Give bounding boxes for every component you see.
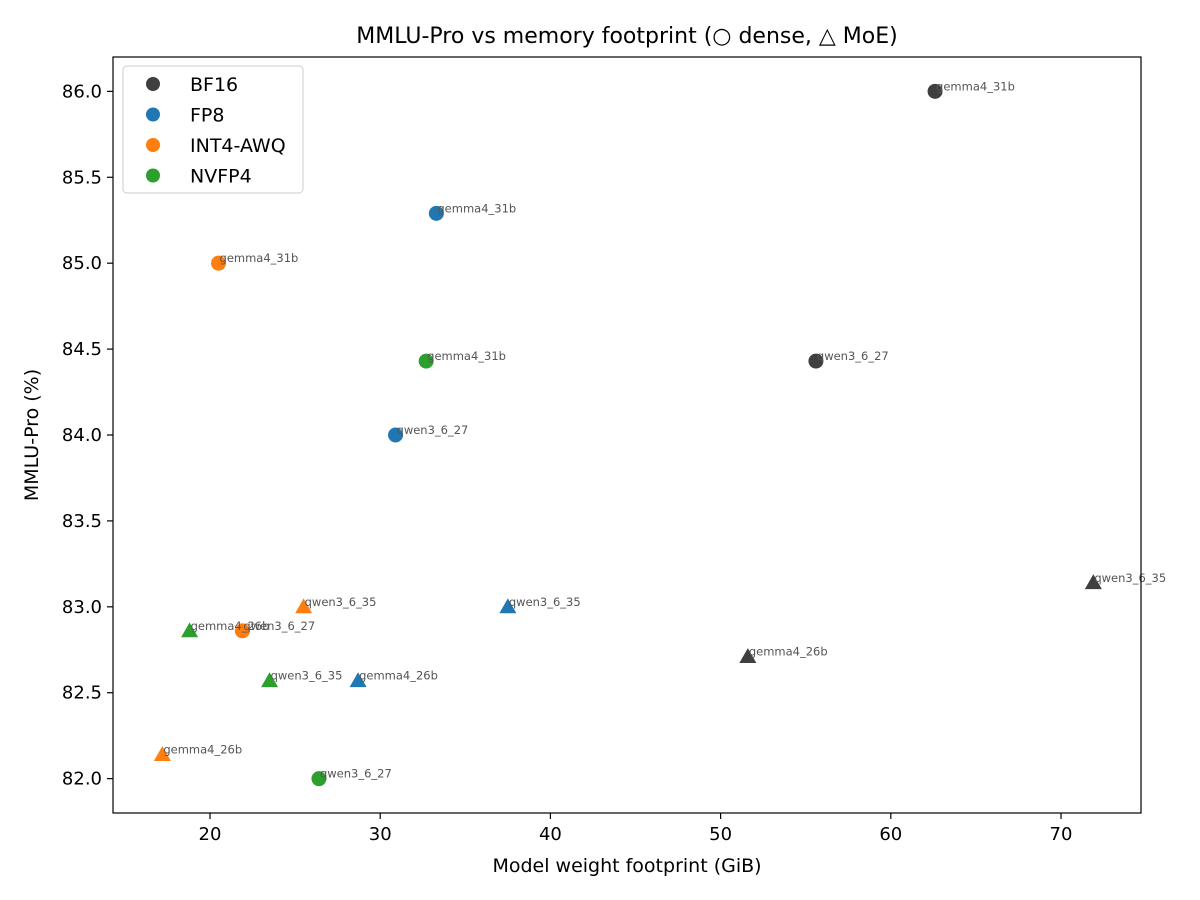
data-point-label: gemma4_31b — [220, 251, 299, 265]
data-point-label: gemma4_26b — [163, 743, 242, 757]
data-point-circle — [418, 353, 434, 369]
y-tick-label: 84.0 — [62, 425, 102, 446]
data-point-circle — [808, 353, 824, 369]
legend-marker — [146, 138, 160, 152]
x-tick-label: 60 — [879, 824, 902, 845]
x-tick-label: 70 — [1050, 824, 1073, 845]
data-points: gemma4_31b qwen3_6_27 qwen3_6_35 gemma4_26b… — [153, 79, 1166, 787]
data-point-label: qwen3_6_35 — [271, 669, 343, 683]
data-point-triangle — [181, 622, 199, 638]
data-point-label: qwen3_6_35 — [1094, 571, 1166, 585]
data-point-label: qwen3_6_27 — [397, 423, 469, 437]
legend-label: FP8 — [190, 105, 224, 127]
legend-label: BF16 — [190, 74, 238, 96]
legend-marker — [146, 168, 160, 183]
data-point-label: qwen3_6_27 — [320, 767, 392, 781]
y-tick-label: 83.5 — [62, 511, 102, 532]
data-point-label: qwen3_6_27 — [817, 349, 889, 363]
plot-frame — [112, 56, 1142, 814]
y-axis-label: MMLU-Pro (%) — [21, 369, 43, 501]
data-point-triangle — [499, 598, 517, 614]
data-point-circle — [211, 255, 227, 271]
y-tick-label: 85.0 — [62, 253, 102, 274]
y-tick-label: 84.5 — [62, 339, 102, 360]
data-point-circle — [428, 205, 444, 221]
x-tick-label: 20 — [199, 824, 222, 845]
x-tick-label: 50 — [709, 824, 732, 845]
data-point-label: gemma4_31b — [437, 201, 516, 215]
legend-marker — [146, 77, 160, 91]
data-point-label: gemma4_26b — [191, 619, 270, 633]
data-point-triangle — [261, 672, 279, 688]
data-point-label: gemma4_31b — [427, 349, 506, 363]
data-point-triangle — [295, 598, 313, 614]
x-tick-label: 40 — [539, 824, 562, 845]
data-point-label: gemma4_26b — [359, 669, 438, 683]
data-point-triangle — [1084, 574, 1102, 590]
legend-box — [122, 65, 304, 194]
data-point-label: gemma4_26b — [749, 645, 828, 659]
legend: BF16 FP8 INT4-AWQ NVFP4 — [122, 65, 304, 194]
y-tick-label: 86.0 — [62, 81, 102, 102]
axis-ticks: 20 30 40 50 60 70 82.0 82.5 83.0 83.5 84.0 84.5 85.0… — [62, 81, 1073, 845]
data-point-circle — [311, 771, 327, 787]
legend-label: NVFP4 — [190, 166, 252, 188]
data-point-label: qwen3_6_27 — [243, 619, 315, 633]
data-point-label: qwen3_6_35 — [509, 595, 581, 609]
data-point-triangle — [153, 746, 171, 761]
y-tick-label: 83.0 — [62, 597, 102, 618]
data-point-circle — [388, 427, 404, 443]
y-tick-label: 82.0 — [62, 769, 102, 790]
data-point-label: gemma4_31b — [936, 79, 1015, 93]
data-point-circle — [927, 83, 943, 99]
legend-marker — [146, 107, 160, 122]
chart-title: MMLU-Pro vs memory footprint (○ dense, △… — [356, 24, 897, 49]
legend-label: INT4-AWQ — [190, 135, 286, 157]
x-tick-label: 30 — [369, 824, 392, 845]
data-point-label: qwen3_6_35 — [305, 595, 377, 609]
data-point-triangle — [349, 672, 367, 688]
y-tick-label: 82.5 — [62, 683, 102, 704]
data-point-triangle — [739, 648, 757, 664]
y-tick-label: 85.5 — [62, 167, 102, 188]
data-point-circle — [234, 623, 250, 639]
x-axis-label: Model weight footprint (GiB) — [492, 855, 761, 877]
